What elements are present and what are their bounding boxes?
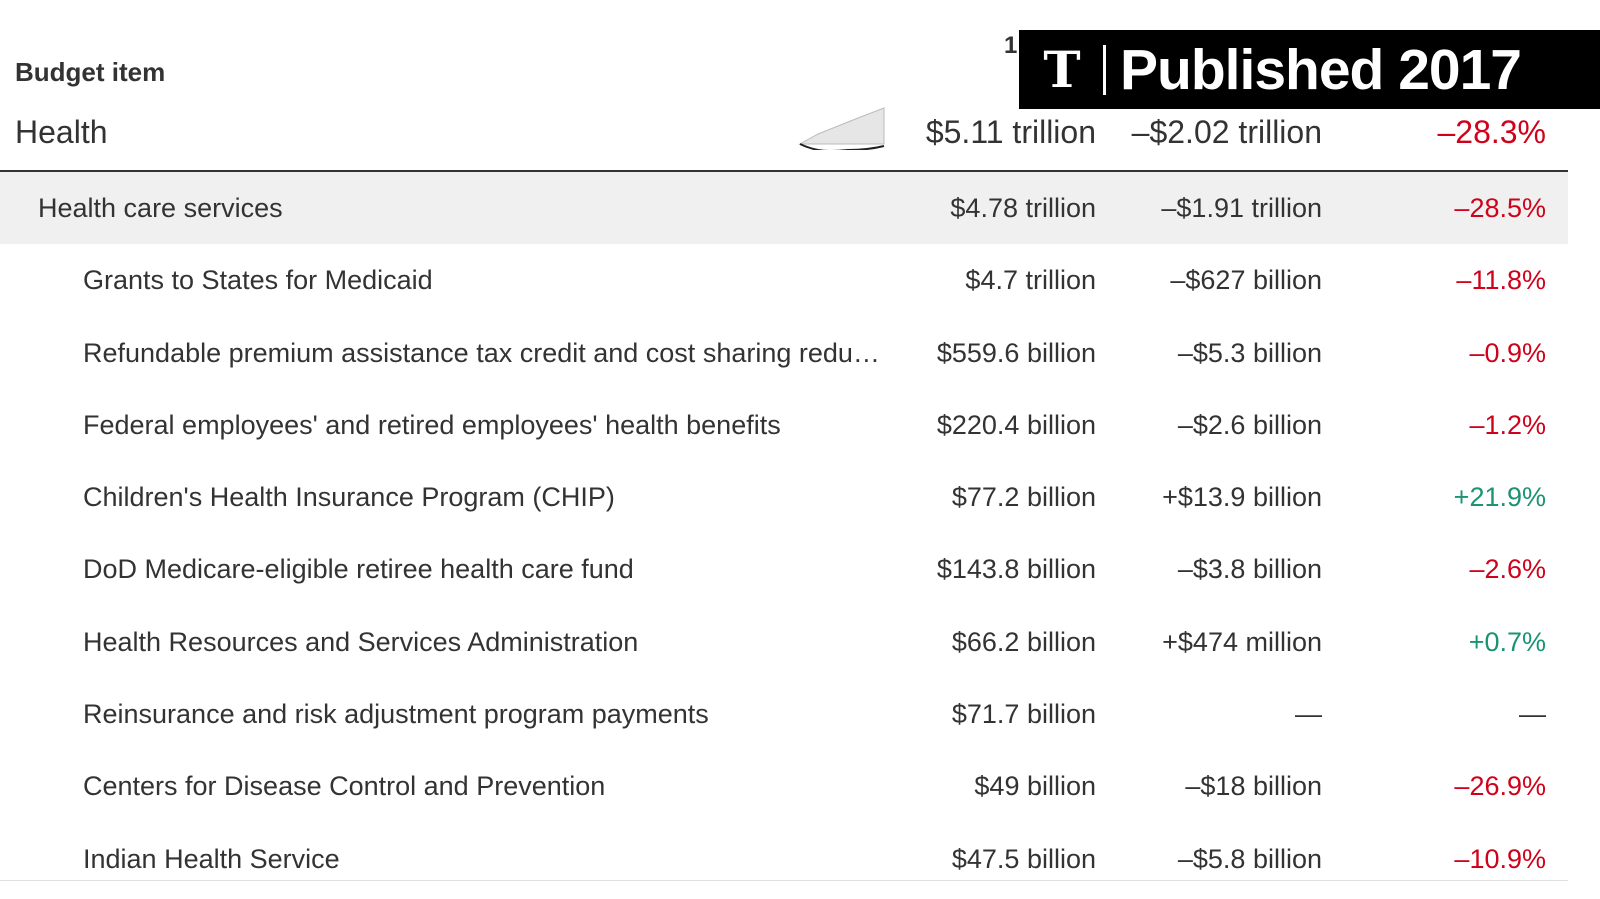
row-name: Reinsurance and risk adjustment program … <box>83 699 709 730</box>
row-change: –$1.91 trillion <box>1161 193 1322 223</box>
row-change: +$13.9 billion <box>1162 482 1322 513</box>
column-header-budget-item: Budget item <box>15 57 166 87</box>
row-name: DoD Medicare-eligible retiree health car… <box>83 554 634 585</box>
row-percent: +0.7% <box>1468 626 1546 657</box>
row-change: –$5.8 billion <box>1177 843 1322 874</box>
table-row[interactable]: Children's Health Insurance Program (CHI… <box>0 461 1568 533</box>
table-row[interactable]: DoD Medicare-eligible retiree health car… <box>0 533 1568 605</box>
column-header-fragment: 1 <box>1004 32 1018 59</box>
category-row-health[interactable]: Health $5.11 trillion –$2.02 trillion –2… <box>0 100 1568 170</box>
row-percent: –26.9% <box>1454 771 1546 802</box>
row-name: Health Resources and Services Administra… <box>83 626 639 657</box>
row-amount: $71.7 billion <box>951 699 1096 730</box>
published-label: Published 2017 <box>1120 37 1522 102</box>
row-percent: –2.6% <box>1469 554 1546 585</box>
row-amount: $66.2 billion <box>951 626 1096 657</box>
row-name: Grants to States for Medicaid <box>83 265 433 296</box>
row-change: –$5.3 billion <box>1177 337 1322 368</box>
row-percent: –1.2% <box>1469 409 1546 440</box>
category-amount: $5.11 trillion <box>925 114 1096 150</box>
table-row[interactable]: Federal employees' and retired employees… <box>0 389 1568 461</box>
row-percent: –10.9% <box>1454 843 1546 874</box>
table-row[interactable]: Health Resources and Services Administra… <box>0 606 1568 678</box>
row-percent: –28.5% <box>1454 193 1546 223</box>
row-amount: $4.78 trillion <box>950 193 1096 223</box>
row-name: Indian Health Service <box>83 843 340 874</box>
row-change: –$18 billion <box>1185 771 1322 802</box>
header-divider <box>0 170 1568 172</box>
row-amount: $4.7 trillion <box>965 265 1096 296</box>
row-name: Health care services <box>38 193 283 223</box>
category-change: –$2.02 trillion <box>1131 114 1322 150</box>
row-percent: — <box>1519 699 1546 730</box>
row-percent: –11.8% <box>1456 265 1546 296</box>
row-change: –$2.6 billion <box>1177 409 1322 440</box>
table-row[interactable]: Grants to States for Medicaid $4.7 trilli… <box>0 244 1568 316</box>
row-percent: –0.9% <box>1469 337 1546 368</box>
published-banner: T Published 2017 <box>1019 30 1600 109</box>
row-name: Centers for Disease Control and Preventi… <box>83 771 606 802</box>
table-row[interactable]: Refundable premium assistance tax credit… <box>0 317 1568 389</box>
row-amount: $220.4 billion <box>936 409 1096 440</box>
table-bottom-border <box>0 880 1568 881</box>
row-name: Children's Health Insurance Program (CHI… <box>83 482 615 513</box>
row-name: Federal employees' and retired employees… <box>83 409 781 440</box>
row-name: Refundable premium assistance tax credit… <box>83 337 880 368</box>
budget-table-body: Health care services $4.78 trillion –$1.91… <box>0 172 1568 895</box>
row-change: — <box>1295 699 1322 730</box>
table-row[interactable]: Centers for Disease Control and Preventi… <box>0 750 1568 822</box>
row-amount: $49 billion <box>974 771 1096 802</box>
row-change: –$3.8 billion <box>1177 554 1322 585</box>
table-row[interactable]: Indian Health Service $47.5 billion –$5.8 … <box>0 823 1568 895</box>
row-amount: $559.6 billion <box>936 337 1096 368</box>
category-percent: –28.3% <box>1437 114 1546 150</box>
row-percent: +21.9% <box>1453 482 1546 513</box>
banner-divider <box>1103 44 1106 95</box>
row-amount: $77.2 billion <box>951 482 1096 513</box>
nyt-logo-icon: T <box>1043 39 1081 99</box>
row-change: –$627 billion <box>1170 265 1322 296</box>
subcategory-row[interactable]: Health care services $4.78 trillion –$1.91… <box>0 172 1568 245</box>
sparkline-icon <box>798 107 885 150</box>
row-amount: $47.5 billion <box>951 843 1096 874</box>
table-row[interactable]: Reinsurance and risk adjustment program … <box>0 678 1568 750</box>
row-amount: $143.8 billion <box>936 554 1096 585</box>
category-name: Health <box>15 114 108 150</box>
row-change: +$474 million <box>1162 626 1322 657</box>
